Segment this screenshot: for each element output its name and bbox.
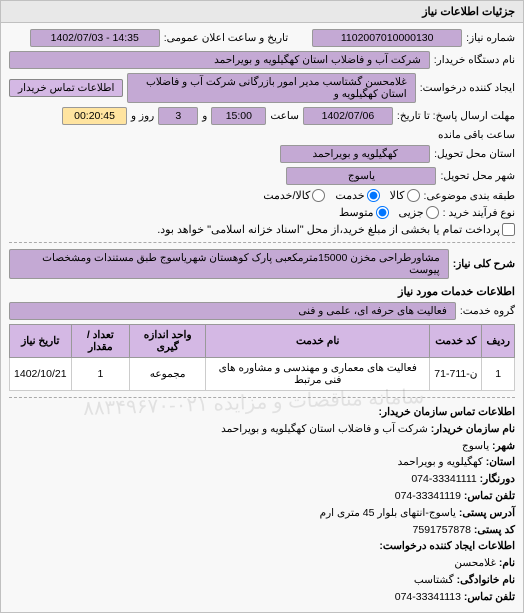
device-value: شرکت آب و فاضلاب استان کهگیلویه و بویراح… — [9, 51, 430, 69]
th-row: ردیف — [482, 325, 515, 358]
remain-time: 00:20:45 — [62, 107, 127, 125]
divider-1 — [9, 242, 515, 243]
th-name: نام خدمت — [206, 325, 430, 358]
group-value: فعالیت های حرفه ای، علمی و فنی — [9, 302, 456, 320]
td-idx: 1 — [482, 358, 515, 391]
row-deadline: مهلت ارسال پاسخ: تا تاریخ: 1402/07/06 سا… — [9, 107, 515, 141]
fax-value: 33341111-074 — [411, 473, 476, 485]
fname-value: غلامحسن — [454, 557, 496, 569]
requester-value: غلامحسن گشتاسب مدیر امور بازرگانی شرکت آ… — [127, 73, 415, 103]
time-label-1: ساعت — [270, 110, 299, 122]
opt-medium-label: متوسط — [339, 206, 374, 219]
td-date: 1402/10/21 — [10, 358, 72, 391]
device-label: نام دستگاه خریدار: — [434, 54, 515, 66]
desc-label: شرح کلی نیاز: — [453, 258, 515, 270]
opt-small-group[interactable]: جزیی — [399, 206, 439, 219]
remain-label: ساعت باقی مانده — [438, 129, 515, 141]
td-qty: 1 — [71, 358, 130, 391]
category-label: طبقه بندی موضوعی: — [424, 190, 515, 202]
city-label: شهر محل تحویل: — [440, 170, 515, 182]
days-value: 3 — [158, 107, 198, 125]
services-title: اطلاعات خدمات مورد نیاز — [9, 285, 515, 298]
opt-small-label: جزیی — [399, 206, 424, 219]
opt-service-label: خدمت — [335, 189, 364, 202]
row-device: نام دستگاه خریدار: شرکت آب و فاضلاب استا… — [9, 51, 515, 69]
th-code: کد خدمت — [430, 325, 482, 358]
province-label: استان محل تحویل: — [434, 148, 515, 160]
need-number-label: شماره نیاز: — [466, 32, 515, 44]
row-process: نوع فرآیند خرید : جزیی متوسط پرداخت تمام… — [9, 206, 515, 236]
row-city: شهر محل تحویل: یاسوج — [9, 167, 515, 185]
contact-province: کهگیلویه و بویراحمد — [398, 456, 483, 468]
opt-medium-group[interactable]: متوسط — [339, 206, 389, 219]
group-label: گروه خدمت: — [460, 305, 515, 317]
table-header-row: ردیف کد خدمت نام خدمت واحد اندازه گیری ت… — [10, 325, 515, 358]
addr-label: آدرس پستی: — [456, 507, 515, 519]
table-row: 1 ن-711-71 فعالیت های معماری و مهندسی و … — [10, 358, 515, 391]
opt-both-label: کالا/خدمت — [263, 189, 310, 202]
row-requester: ایجاد کننده درخواست: غلامحسن گشتاسب مدیر… — [9, 73, 515, 103]
td-unit: مجموعه — [130, 358, 206, 391]
addr-value: یاسوج-انتهای بلوار 45 متری ارم — [320, 507, 456, 519]
and-label: و — [202, 110, 207, 122]
contact-province-label: استان: — [483, 456, 515, 468]
contact-city-label: شهر: — [489, 440, 515, 452]
org-label: نام سازمان خریدار: — [428, 423, 515, 435]
th-qty: تعداد / مقدار — [71, 325, 130, 358]
td-code: ن-711-71 — [430, 358, 482, 391]
th-date: تاریخ نیاز — [10, 325, 72, 358]
panel-body: شماره نیاز: 1102007010000130 تاریخ و ساع… — [1, 23, 523, 612]
opt-service-radio[interactable] — [367, 189, 380, 202]
postal-value: 7591757878 — [413, 524, 471, 536]
divider-2 — [9, 397, 515, 398]
need-number-value: 1102007010000130 — [312, 29, 462, 47]
contact-title1: اطلاعات تماس سازمان خریدار: — [379, 406, 515, 418]
opt-service-group[interactable]: خدمت — [335, 189, 379, 202]
row-group: گروه خدمت: فعالیت های حرفه ای، علمی و فن… — [9, 302, 515, 320]
contact-title2: اطلاعات ایجاد کننده درخواست: — [379, 540, 515, 552]
opt-goods-group[interactable]: کالا — [390, 189, 420, 202]
row-province: استان محل تحویل: کهگیلویه و بویراحمد — [9, 145, 515, 163]
org-value: شرکت آب و فاضلاب استان کهگیلویه و بویراح… — [221, 423, 428, 435]
tel2-label: تلفن تماس: — [461, 591, 515, 603]
process-note-check[interactable] — [502, 223, 515, 236]
td-name: فعالیت های معماری و مهندسی و مشاوره های … — [206, 358, 430, 391]
city-value: یاسوج — [286, 167, 436, 185]
process-note-group: پرداخت تمام یا بخشی از مبلغ خرید،از محل … — [157, 223, 515, 236]
tel-value: 33341119-074 — [395, 490, 461, 502]
postal-label: کد پستی: — [471, 524, 515, 536]
opt-medium-radio[interactable] — [376, 206, 389, 219]
contact-city: یاسوج — [462, 440, 489, 452]
process-label: نوع فرآیند خرید : — [443, 207, 515, 219]
th-unit: واحد اندازه گیری — [130, 325, 206, 358]
process-note: پرداخت تمام یا بخشی از مبلغ خرید،از محل … — [157, 223, 500, 236]
services-table: ردیف کد خدمت نام خدمت واحد اندازه گیری ت… — [9, 324, 515, 391]
tel2-value: 33341113-074 — [395, 591, 461, 603]
requester-label: ایجاد کننده درخواست: — [420, 82, 515, 94]
contact-buyer-button[interactable]: اطلاعات تماس خریدار — [9, 79, 123, 97]
contact-info: اطلاعات تماس سازمان خریدار: نام سازمان خ… — [9, 404, 515, 606]
deadline-date: 1402/07/06 — [303, 107, 393, 125]
row-need-number: شماره نیاز: 1102007010000130 تاریخ و ساع… — [9, 29, 515, 47]
opt-goods-radio[interactable] — [407, 189, 420, 202]
fname-label: نام: — [496, 557, 515, 569]
tel-label: تلفن تماس: — [461, 490, 515, 502]
opt-small-radio[interactable] — [426, 206, 439, 219]
deadline-label: مهلت ارسال پاسخ: تا تاریخ: — [397, 110, 515, 122]
opt-goods-label: کالا — [390, 189, 405, 202]
day-label: روز و — [131, 110, 154, 122]
announce-label: تاریخ و ساعت اعلان عمومی: — [164, 32, 288, 44]
announce-value: 14:35 - 1402/07/03 — [30, 29, 160, 47]
opt-both-group[interactable]: کالا/خدمت — [263, 189, 325, 202]
opt-both-radio[interactable] — [312, 189, 325, 202]
row-desc: شرح کلی نیاز: مشاورطراحی مخزن 15000مترمک… — [9, 249, 515, 279]
details-panel: جزئیات اطلاعات نیاز شماره نیاز: 11020070… — [0, 0, 524, 613]
desc-value: مشاورطراحی مخزن 15000مترمکعبی پارک کوهست… — [9, 249, 449, 279]
panel-title: جزئیات اطلاعات نیاز — [1, 1, 523, 23]
fax-label: دورنگار: — [477, 473, 515, 485]
row-category: طبقه بندی موضوعی: کالا خدمت کالا/خدمت — [9, 189, 515, 202]
deadline-time: 15:00 — [211, 107, 266, 125]
province-value: کهگیلویه و بویراحمد — [280, 145, 430, 163]
